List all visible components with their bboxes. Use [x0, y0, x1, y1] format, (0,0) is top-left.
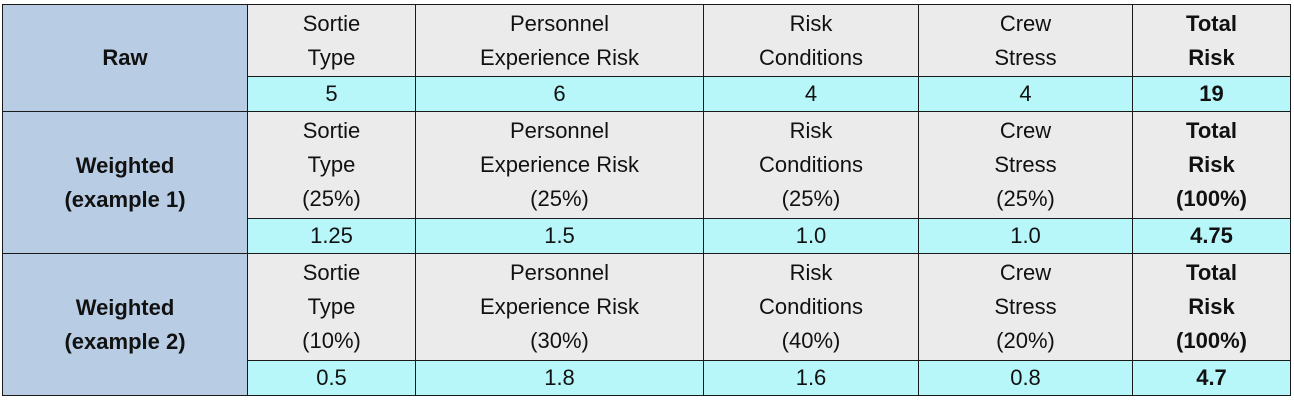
value-crew-stress: 4 — [918, 76, 1133, 112]
header-line: Risk — [789, 10, 833, 36]
header-line: (25%) — [530, 186, 589, 211]
header-line: Crew — [999, 118, 1052, 143]
value-risk-conditions: 1.0 — [703, 218, 919, 254]
value-total-risk: 4.7 — [1132, 360, 1291, 396]
header-line: (20%) — [996, 328, 1055, 353]
header-line: Crew — [999, 260, 1052, 285]
value-personnel-experience-risk: 6 — [415, 76, 704, 112]
header-line: Sortie — [302, 10, 361, 36]
weighted-2-header-row: Weighted (example 2) Sortie Type (10%) P… — [2, 253, 1291, 396]
value-risk-conditions: 1.6 — [703, 360, 919, 396]
section-label-line: (example 1) — [64, 186, 186, 212]
header-risk-conditions: Risk Conditions (25%) — [703, 111, 919, 219]
weighted-1-value-row: 1.25 1.5 1.0 1.0 4.75 — [3, 218, 1291, 254]
section-label-weighted-example-1: Weighted (example 1) — [2, 111, 248, 254]
header-sortie-type: Sortie Type (10%) — [247, 253, 416, 361]
header-sortie-type: Sortie Type — [247, 4, 416, 77]
header-line: Conditions — [759, 152, 863, 177]
header-line: Risk — [789, 260, 833, 285]
header-line: Sortie — [302, 118, 361, 143]
section-label-line: (example 2) — [64, 328, 186, 354]
header-line: Risk — [1188, 152, 1235, 177]
header-line: Conditions — [759, 44, 863, 70]
header-line: Conditions — [759, 294, 863, 319]
section-label-weighted-example-2: Weighted (example 2) — [2, 253, 248, 396]
header-line: (40%) — [781, 328, 841, 353]
header-sortie-type: Sortie Type (25%) — [247, 111, 416, 219]
header-line: Personnel — [509, 10, 610, 36]
value-crew-stress: 0.8 — [918, 360, 1133, 396]
header-risk-conditions: Risk Conditions (40%) — [703, 253, 919, 361]
header-line: (30%) — [530, 328, 589, 353]
header-risk-conditions: Risk Conditions — [703, 4, 919, 77]
value-total-risk: 19 — [1132, 76, 1291, 112]
header-line: Risk — [789, 118, 833, 143]
weighted-1-header-row: Weighted (example 1) Sortie Type (25%) P… — [2, 111, 1291, 254]
header-personnel-experience-risk: Personnel Experience Risk — [415, 4, 704, 77]
header-line: Sortie — [302, 260, 361, 285]
header-total-risk: Total Risk (100%) — [1132, 111, 1291, 219]
value-sortie-type: 5 — [247, 76, 416, 112]
header-line: Experience Risk — [480, 294, 639, 319]
header-line: Risk — [1188, 44, 1235, 70]
header-line: (10%) — [302, 328, 361, 353]
header-line: (25%) — [996, 186, 1055, 211]
header-total-risk: Total Risk (100%) — [1132, 253, 1291, 361]
header-line: Personnel — [509, 260, 610, 285]
header-line: (100%) — [1176, 328, 1247, 353]
header-crew-stress: Crew Stress (25%) — [918, 111, 1133, 219]
header-line: (25%) — [781, 186, 841, 211]
risk-table: Raw Sortie Type Personnel Experience Ris… — [2, 4, 1291, 396]
value-crew-stress: 1.0 — [918, 218, 1133, 254]
header-personnel-experience-risk: Personnel Experience Risk (25%) — [415, 111, 704, 219]
header-line: Stress — [994, 152, 1057, 177]
header-personnel-experience-risk: Personnel Experience Risk (30%) — [415, 253, 704, 361]
header-line: Total — [1186, 118, 1237, 143]
value-total-risk: 4.75 — [1132, 218, 1291, 254]
header-line: Total — [1186, 10, 1237, 36]
header-line: Personnel — [509, 118, 610, 143]
header-line: Experience Risk — [480, 152, 639, 177]
raw-value-row: 5 6 4 4 19 — [3, 76, 1291, 112]
header-line: Experience Risk — [480, 44, 639, 70]
header-line: Stress — [994, 294, 1057, 319]
section-label-raw: Raw — [2, 4, 248, 112]
header-line: Total — [1186, 260, 1237, 285]
header-line: Type — [307, 152, 356, 177]
value-personnel-experience-risk: 1.8 — [415, 360, 704, 396]
section-label-line: Weighted — [75, 152, 175, 178]
header-line: (100%) — [1176, 186, 1247, 211]
value-sortie-type: 0.5 — [247, 360, 416, 396]
header-crew-stress: Crew Stress — [918, 4, 1133, 77]
header-line: Crew — [999, 10, 1052, 36]
weighted-2-value-row: 0.5 1.8 1.6 0.8 4.7 — [3, 360, 1291, 396]
header-line: Risk — [1188, 294, 1235, 319]
value-sortie-type: 1.25 — [247, 218, 416, 254]
value-personnel-experience-risk: 1.5 — [415, 218, 704, 254]
header-line: Type — [307, 294, 356, 319]
header-crew-stress: Crew Stress (20%) — [918, 253, 1133, 361]
header-line: (25%) — [302, 186, 361, 211]
raw-header-row: Raw Sortie Type Personnel Experience Ris… — [2, 4, 1291, 112]
header-line: Type — [307, 44, 356, 70]
header-line: Stress — [994, 44, 1057, 70]
section-label-line: Weighted — [75, 294, 175, 320]
section-label-line: Raw — [102, 45, 148, 70]
value-risk-conditions: 4 — [703, 76, 919, 112]
header-total-risk: Total Risk — [1132, 4, 1291, 77]
